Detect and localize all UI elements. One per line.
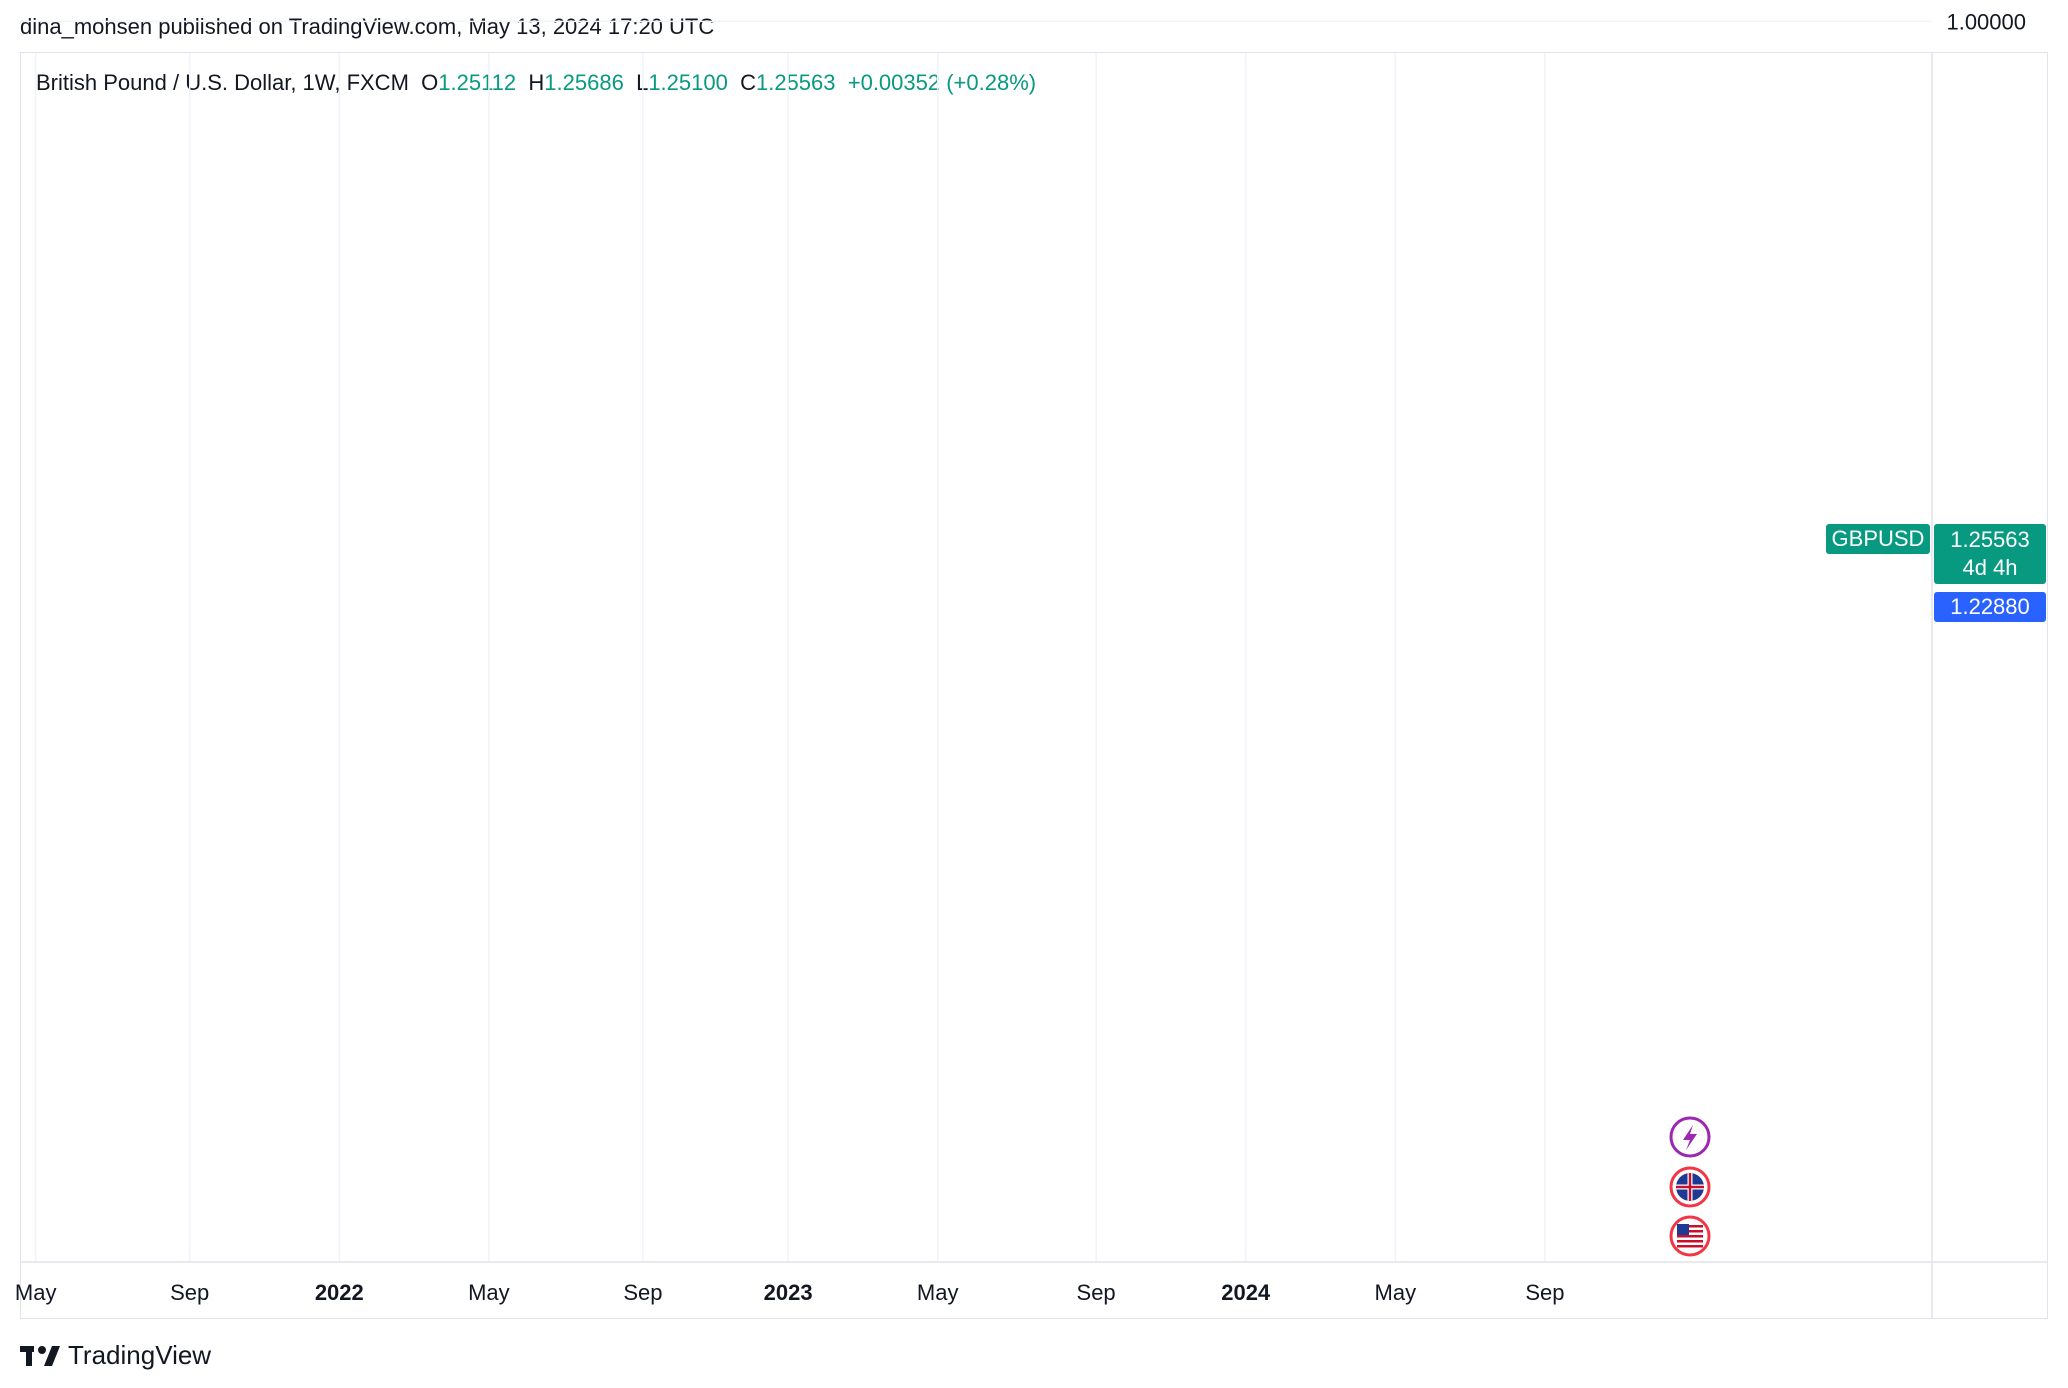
last-price-value: 1.25563 bbox=[1950, 527, 2030, 552]
level-price-badge: 1.22880 bbox=[1934, 592, 2046, 622]
y-tick-label: 1.00000 bbox=[1946, 9, 2026, 34]
x-tick-label: May bbox=[1375, 1280, 1417, 1305]
x-tick-label: 2024 bbox=[1221, 1280, 1271, 1305]
footer: TradingView bbox=[20, 1340, 211, 1371]
us-flag-stripe-icon bbox=[1677, 1225, 1703, 1228]
close-label: C bbox=[740, 70, 756, 95]
ticker-badge: GBPUSD bbox=[1826, 524, 1930, 554]
low-value: 1.25100 bbox=[648, 70, 728, 95]
symbol-title[interactable]: British Pound / U.S. Dollar, 1W, FXCM bbox=[36, 70, 409, 95]
x-tick-label: May bbox=[468, 1280, 510, 1305]
open-value: 1.25112 bbox=[438, 70, 517, 95]
open-label: O bbox=[421, 70, 439, 95]
change-value: +0.00352 (+0.28%) bbox=[847, 70, 1037, 95]
tradingview-brand[interactable]: TradingView bbox=[68, 1340, 212, 1370]
tradingview-logo-icon bbox=[20, 1345, 60, 1366]
x-tick-label: May bbox=[917, 1280, 959, 1305]
close-value: 1.25563 bbox=[755, 70, 836, 95]
x-tick-label: 2022 bbox=[315, 1280, 364, 1305]
x-tick-label: Sep bbox=[170, 1280, 209, 1305]
x-tick-label: 2023 bbox=[764, 1280, 813, 1305]
lightning-bolt-icon bbox=[1683, 1125, 1697, 1150]
us-flag-stripe-icon bbox=[1677, 1230, 1703, 1233]
high-value: 1.25686 bbox=[544, 70, 624, 95]
x-tick-label: Sep bbox=[1525, 1280, 1564, 1305]
us-flag-stripe-icon bbox=[1677, 1245, 1703, 1248]
symbol-header: British Pound / U.S. Dollar, 1W, FXCM O1… bbox=[36, 70, 1036, 96]
countdown-value: 4d 4h bbox=[1962, 555, 2018, 580]
us-flag-canton-icon bbox=[1677, 1224, 1689, 1235]
us-flag-stripe-icon bbox=[1677, 1235, 1703, 1238]
x-tick-label: Sep bbox=[623, 1280, 662, 1305]
last-price-badge: 1.25563 4d 4h bbox=[1934, 524, 2046, 584]
x-tick-label: Sep bbox=[1077, 1280, 1116, 1305]
us-flag-stripe-icon bbox=[1677, 1240, 1703, 1243]
publisher-line: dina_mohsen published on TradingView.com… bbox=[20, 14, 715, 39]
high-label: H bbox=[528, 70, 545, 95]
chart-frame bbox=[20, 52, 2048, 1319]
x-tick-label: May bbox=[15, 1280, 57, 1305]
